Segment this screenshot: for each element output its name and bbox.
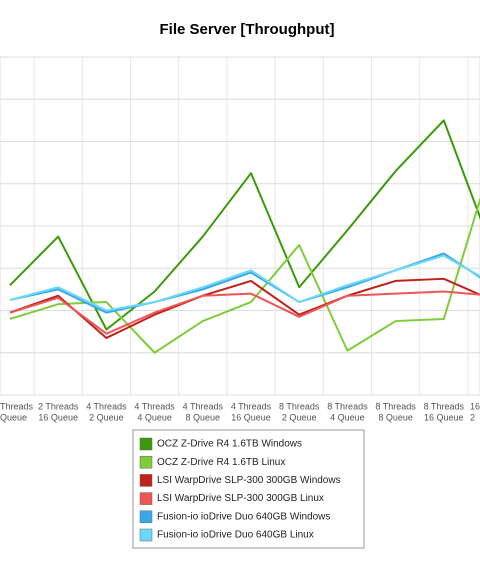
x-tick-label: 4 Threads [183,401,224,411]
legend-label: LSI WarpDrive SLP-300 300GB Linux [157,493,324,504]
x-tick-label: Queue [0,412,27,422]
legend-swatch [139,528,153,542]
legend-swatch [139,510,153,524]
legend-swatch [139,437,153,451]
x-tick-label: 2 Threads [38,401,79,411]
legend-label: OCZ Z-Drive R4 1.6TB Windows [157,439,302,450]
series-line [9,277,480,339]
x-tick-label: 16 [470,401,480,411]
legend-label: OCZ Z-Drive R4 1.6TB Linux [157,457,285,468]
x-tick-label: 8 Threads [279,401,320,411]
series-line [9,290,480,335]
legend-box [132,429,365,549]
x-tick-label: 8 Threads [424,401,465,411]
x-tick-label: 4 Threads [86,401,127,411]
x-tick-label: 16 Queue [424,412,464,422]
x-tick-label: 16 Queue [231,412,271,422]
x-tick-label: 4 Queue [330,412,365,422]
chart-title: File Server [Throughput] [159,21,334,38]
legend-swatch [139,492,153,505]
x-tick-label: 8 Threads [375,401,416,411]
legend-swatch [139,455,153,469]
legend-label: Fusion-io ioDrive Duo 640GB Windows [157,511,330,522]
x-tick-label: 4 Queue [137,412,172,422]
x-tick-label: 4 Threads [134,401,175,411]
series-line [9,254,480,312]
series-line [9,119,480,331]
legend-swatch [139,474,153,487]
legend-label: LSI WarpDrive SLP-300 300GB Windows [157,475,341,486]
x-tick-label: 2 [470,412,475,422]
x-tick-label: 8 Queue [378,412,413,422]
x-tick-label: Threads [0,401,34,411]
x-tick-label: 16 Queue [38,412,78,422]
x-tick-label: 2 Queue [89,412,124,422]
x-tick-label: 8 Queue [186,412,221,422]
x-tick-label: 2 Queue [282,412,317,422]
x-tick-label: 8 Threads [327,401,368,411]
legend-label: Fusion-io ioDrive Duo 640GB Linux [157,530,314,541]
x-tick-label: 4 Threads [231,401,272,411]
